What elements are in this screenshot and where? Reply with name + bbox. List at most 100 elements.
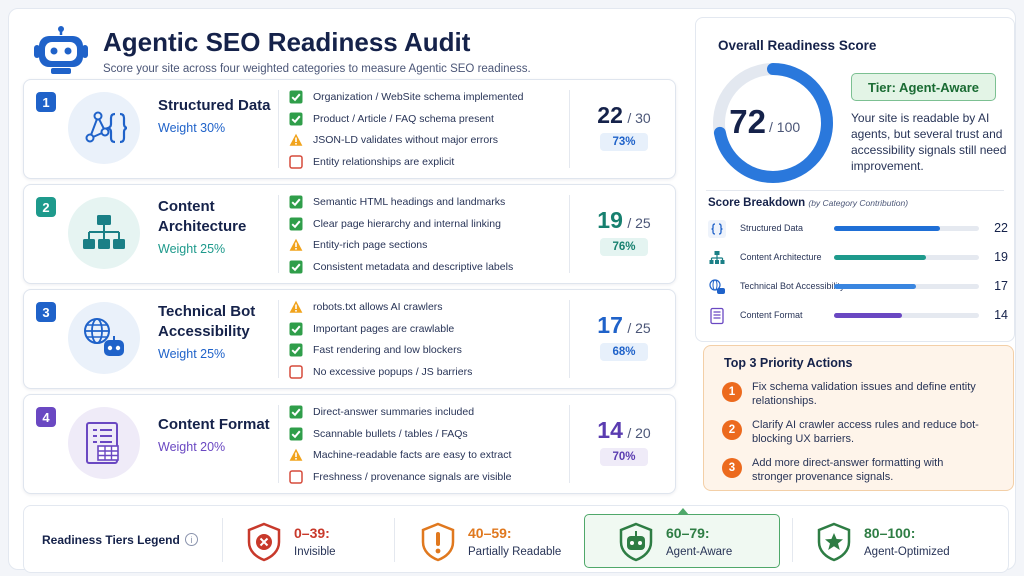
category-score: 19 / 25 76% xyxy=(574,207,674,256)
score-value: 17 xyxy=(597,312,623,338)
checklist-item: Machine-readable facts are easy to extra… xyxy=(289,446,564,468)
active-tier-caret xyxy=(677,508,689,515)
checklist-item-text: Clear page hierarchy and internal linkin… xyxy=(313,217,501,230)
divider xyxy=(792,518,793,562)
checklist-item-text: No excessive popups / JS barriers xyxy=(313,365,473,378)
checklist-item: Semantic HTML headings and landmarks xyxy=(289,193,564,215)
score-percent-badge: 73% xyxy=(600,133,648,151)
overall-score-title: Overall Readiness Score xyxy=(718,38,877,53)
score-gauge: 72 / 100 xyxy=(713,63,833,183)
shield-star-icon xyxy=(817,522,851,562)
breakdown-row: Content Architecture 19 xyxy=(708,247,1008,269)
checklist: Semantic HTML headings and landmarks Clea… xyxy=(289,193,564,279)
category-number: 4 xyxy=(36,407,56,427)
checklist-item: Organization / WebSite schema implemente… xyxy=(289,88,564,110)
breakdown-bar-fill xyxy=(834,226,940,231)
overall-score-value: 72 xyxy=(729,103,766,140)
divider xyxy=(278,405,279,483)
info-icon[interactable]: i xyxy=(185,533,198,546)
score-value: 19 xyxy=(597,207,623,233)
score-value: 22 xyxy=(597,102,623,128)
check-box-icon xyxy=(289,90,303,104)
breakdown-row: Structured Data 22 xyxy=(708,218,1008,240)
divider xyxy=(706,190,1004,191)
divider xyxy=(569,90,570,168)
active-tier-highlight xyxy=(584,508,780,568)
header: Agentic SEO Readiness Audit Score your s… xyxy=(33,23,683,79)
globe-bot-icon xyxy=(68,302,140,374)
check-box-icon xyxy=(289,427,303,440)
score-percent-badge: 76% xyxy=(600,238,648,256)
warning-icon xyxy=(289,300,303,313)
checklist-item: Product / Article / FAQ schema present xyxy=(289,110,564,132)
breakdown-bar-fill xyxy=(834,313,902,318)
category-card-structured-data[interactable]: 1 Structured Data Weight 30% Organizatio… xyxy=(23,79,676,179)
score-max: / 20 xyxy=(627,425,651,441)
checklist-item-text: Fast rendering and low blockers xyxy=(313,344,462,356)
checklist: robots.txt allows AI crawlers Important p… xyxy=(289,298,564,384)
score-percent-badge: 70% xyxy=(600,448,648,466)
checklist-item-text: Scannable bullets / tables / FAQs xyxy=(313,427,468,440)
action-text: Add more direct-answer formatting with s… xyxy=(752,457,944,483)
empty-checkbox-icon xyxy=(289,364,303,379)
score-max: / 30 xyxy=(627,110,651,126)
warning-icon xyxy=(289,238,303,251)
checklist-item: Clear page hierarchy and internal linkin… xyxy=(289,215,564,237)
structured-data-icon xyxy=(68,92,140,164)
score-max: / 25 xyxy=(627,215,651,231)
check-box-icon xyxy=(289,195,303,209)
category-name: Content Format xyxy=(158,416,270,433)
checklist-item-text: Important pages are crawlable xyxy=(313,322,455,335)
hierarchy-icon xyxy=(709,251,725,264)
breakdown-label: Technical Bot Accessibility xyxy=(740,281,845,291)
checklist-item-text: Direct-answer summaries included xyxy=(313,406,475,418)
score-value: 14 xyxy=(597,417,623,443)
checklist-item-text: Semantic HTML headings and landmarks xyxy=(313,196,506,208)
checklist-item: Scannable bullets / tables / FAQs xyxy=(289,425,564,447)
check-box-icon xyxy=(289,322,303,335)
checklist: Organization / WebSite schema implemente… xyxy=(289,88,564,174)
checklist-item-text: Organization / WebSite schema implemente… xyxy=(313,91,524,103)
checklist-item: Entity relationships are explicit xyxy=(289,153,564,175)
score-percent-badge: 68% xyxy=(600,343,648,361)
tier-range: 60–79: xyxy=(666,525,710,541)
checklist-item: JSON-LD validates without major errors xyxy=(289,131,564,153)
category-weight: Weight 20% xyxy=(158,440,226,454)
checklist-item: Consistent metadata and descriptive labe… xyxy=(289,258,564,280)
priority-actions-title: Top 3 Priority Actions xyxy=(724,356,853,370)
breakdown-bar-track xyxy=(834,313,979,318)
dashboard-page: Agentic SEO Readiness Audit Score your s… xyxy=(8,8,1016,573)
checklist: Direct-answer summaries included Scannabl… xyxy=(289,403,564,489)
document-icon xyxy=(710,307,724,325)
checklist-item-text: Freshness / provenance signals are visib… xyxy=(313,470,512,483)
globe-bot-icon xyxy=(709,279,725,294)
check-box-icon xyxy=(289,343,303,357)
checklist-item: No excessive popups / JS barriers xyxy=(289,363,564,385)
checklist-item-text: JSON-LD validates without major errors xyxy=(313,134,498,146)
robot-badge-icon xyxy=(619,522,653,562)
breakdown-label: Content Format xyxy=(740,310,803,320)
page-title: Agentic SEO Readiness Audit xyxy=(103,27,471,57)
checklist-item: Freshness / provenance signals are visib… xyxy=(289,468,564,490)
priority-actions-panel: Top 3 Priority Actions 1 Fix schema vali… xyxy=(703,345,1014,491)
divider xyxy=(569,300,570,378)
breakdown-value: 17 xyxy=(994,279,1008,293)
category-card-technical-bot-accessibility[interactable]: 3 Technical Bot Accessibility Weight 25%… xyxy=(23,289,676,389)
tier-range: 80–100: xyxy=(864,525,916,541)
checklist-item-text: Entity-rich page sections xyxy=(313,239,428,251)
breakdown-row: Technical Bot Accessibility 17 xyxy=(708,276,1008,298)
action-text: Clarify AI crawler access rules and redu… xyxy=(752,419,979,445)
breakdown-bar-track xyxy=(834,226,979,231)
category-card-content-architecture[interactable]: 2 Content Architecture Weight 25% Semant… xyxy=(23,184,676,284)
category-name: Technical Bot Accessibility xyxy=(158,303,256,340)
empty-checkbox-icon xyxy=(289,469,303,484)
checklist-item-text: robots.txt allows AI crawlers xyxy=(313,301,443,313)
action-text: Fix schema validation issues and define … xyxy=(752,381,976,407)
category-card-content-format[interactable]: 4 Content Format Weight 20% Direct-answe… xyxy=(23,394,676,494)
checklist-item-text: Product / Article / FAQ schema present xyxy=(313,112,494,125)
hierarchy-icon xyxy=(68,197,140,269)
category-weight: Weight 25% xyxy=(158,347,226,361)
checklist-item-text: Consistent metadata and descriptive labe… xyxy=(313,260,514,273)
breakdown-value: 22 xyxy=(994,221,1008,235)
category-number: 3 xyxy=(36,302,56,322)
